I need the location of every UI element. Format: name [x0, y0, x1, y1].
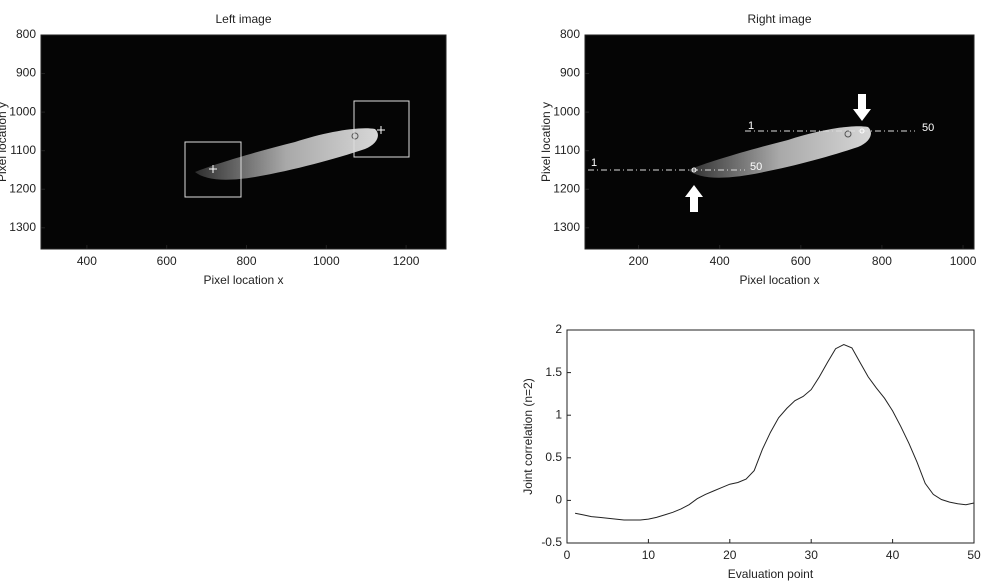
axes-frame	[584, 34, 975, 250]
x-tick-label: 800	[236, 254, 256, 268]
x-tick-label: 1000	[313, 254, 340, 268]
x-tick-label: 1000	[950, 254, 977, 268]
y-tick-label: 900	[560, 66, 580, 80]
y-tick-label: 900	[16, 66, 36, 80]
y-tick-label: 1300	[9, 220, 36, 234]
y-tick-label: 1100	[554, 143, 580, 157]
x-tick-label: 400	[77, 254, 97, 268]
fish-eye	[351, 132, 359, 140]
fish	[688, 126, 871, 178]
axes-title: Right image	[747, 12, 811, 26]
image-area	[41, 35, 446, 249]
y-tick-label: 1000	[553, 104, 580, 118]
line-label: 50	[922, 122, 934, 134]
x-tick-label: 1200	[393, 254, 420, 268]
y-tick-label: 1	[555, 407, 562, 421]
axes-frame	[566, 329, 975, 544]
arrow	[853, 94, 871, 121]
x-tick-label: 10	[642, 548, 656, 562]
fish-body	[688, 126, 871, 178]
y-tick-label: 1200	[9, 181, 36, 195]
y-tick-label: -0.5	[541, 535, 562, 549]
match-point	[691, 167, 697, 173]
y-tick-label: 1.5	[545, 365, 562, 379]
x-tick-label: 600	[157, 254, 177, 268]
y-axis-label: Joint correlation (n=2)	[521, 378, 535, 494]
y-axis-label: Pixel location y	[539, 102, 553, 182]
y-tick-label: 1100	[10, 143, 36, 157]
cross-marker	[209, 165, 217, 173]
y-tick-label: 800	[16, 27, 36, 41]
arrow	[685, 185, 703, 212]
search-box	[184, 141, 242, 198]
x-tick-label: 800	[872, 254, 892, 268]
x-tick-label: 40	[886, 548, 900, 562]
y-tick-label: 0	[555, 493, 562, 507]
line-label: 1	[591, 157, 597, 169]
x-axis-label: Pixel location x	[203, 273, 283, 287]
line-label: 50	[750, 161, 762, 173]
cross-marker	[377, 126, 385, 134]
image-area	[585, 35, 974, 249]
x-tick-label: 30	[805, 548, 819, 562]
x-tick-label: 200	[629, 254, 649, 268]
axes-title: Left image	[215, 12, 271, 26]
x-tick-label: 50	[967, 548, 981, 562]
y-axis-label: Pixel location y	[0, 102, 9, 182]
line-series	[574, 343, 975, 521]
line-label: 1	[748, 120, 754, 132]
search-box	[353, 100, 410, 158]
plot-area	[567, 330, 974, 543]
match-point	[859, 128, 865, 134]
x-axis-label: Evaluation point	[728, 567, 814, 581]
x-tick-label: 600	[791, 254, 811, 268]
axes-frame	[40, 34, 447, 250]
y-tick-label: 1200	[553, 181, 580, 195]
x-tick-label: 20	[723, 548, 737, 562]
y-tick-label: 0.5	[545, 450, 562, 464]
y-tick-label: 1300	[553, 220, 580, 234]
y-tick-label: 1000	[9, 104, 36, 118]
y-tick-label: 2	[555, 322, 562, 336]
x-tick-label: 0	[564, 548, 571, 562]
fish-eye	[844, 130, 852, 138]
y-tick-label: 800	[560, 27, 580, 41]
x-axis-label: Pixel location x	[739, 273, 819, 287]
x-tick-label: 400	[710, 254, 730, 268]
